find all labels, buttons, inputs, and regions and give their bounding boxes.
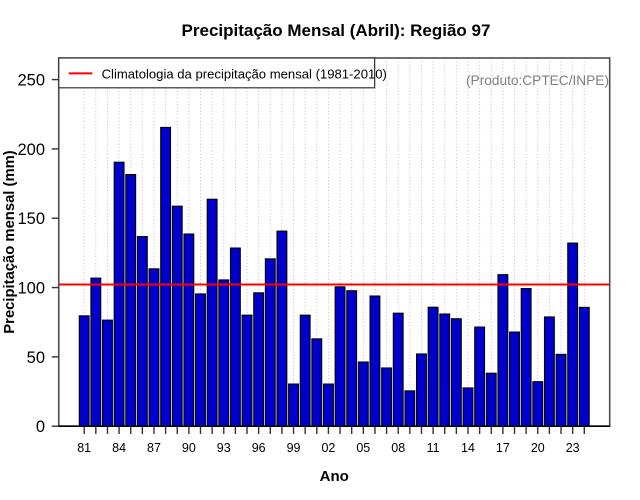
svg-text:96: 96 [252, 441, 266, 455]
svg-text:200: 200 [17, 141, 45, 159]
svg-text:0: 0 [36, 418, 45, 436]
svg-text:17: 17 [496, 441, 510, 455]
svg-text:(Produto:CPTEC/INPE): (Produto:CPTEC/INPE) [466, 73, 609, 88]
svg-text:14: 14 [461, 441, 475, 455]
svg-text:11: 11 [427, 441, 440, 455]
svg-text:250: 250 [17, 72, 45, 90]
svg-text:93: 93 [217, 441, 231, 455]
svg-text:84: 84 [112, 441, 126, 455]
svg-text:Climatologia da precipitação m: Climatologia da precipitação mensal (198… [102, 67, 387, 82]
svg-text:50: 50 [27, 349, 45, 367]
svg-text:87: 87 [147, 441, 161, 455]
svg-text:150: 150 [17, 210, 45, 228]
svg-text:05: 05 [356, 441, 370, 455]
svg-text:08: 08 [391, 441, 405, 455]
svg-text:100: 100 [17, 279, 45, 297]
svg-text:Precipitação Mensal (Abril): R: Precipitação Mensal (Abril): Região 97 [182, 21, 491, 40]
svg-text:90: 90 [182, 441, 196, 455]
svg-text:20: 20 [531, 441, 545, 455]
svg-text:99: 99 [287, 441, 301, 455]
svg-text:23: 23 [566, 441, 580, 455]
svg-text:Precipitação mensal (mm): Precipitação mensal (mm) [2, 150, 18, 333]
svg-text:Ano: Ano [320, 468, 349, 485]
svg-text:02: 02 [321, 441, 335, 455]
svg-text:81: 81 [77, 441, 91, 455]
